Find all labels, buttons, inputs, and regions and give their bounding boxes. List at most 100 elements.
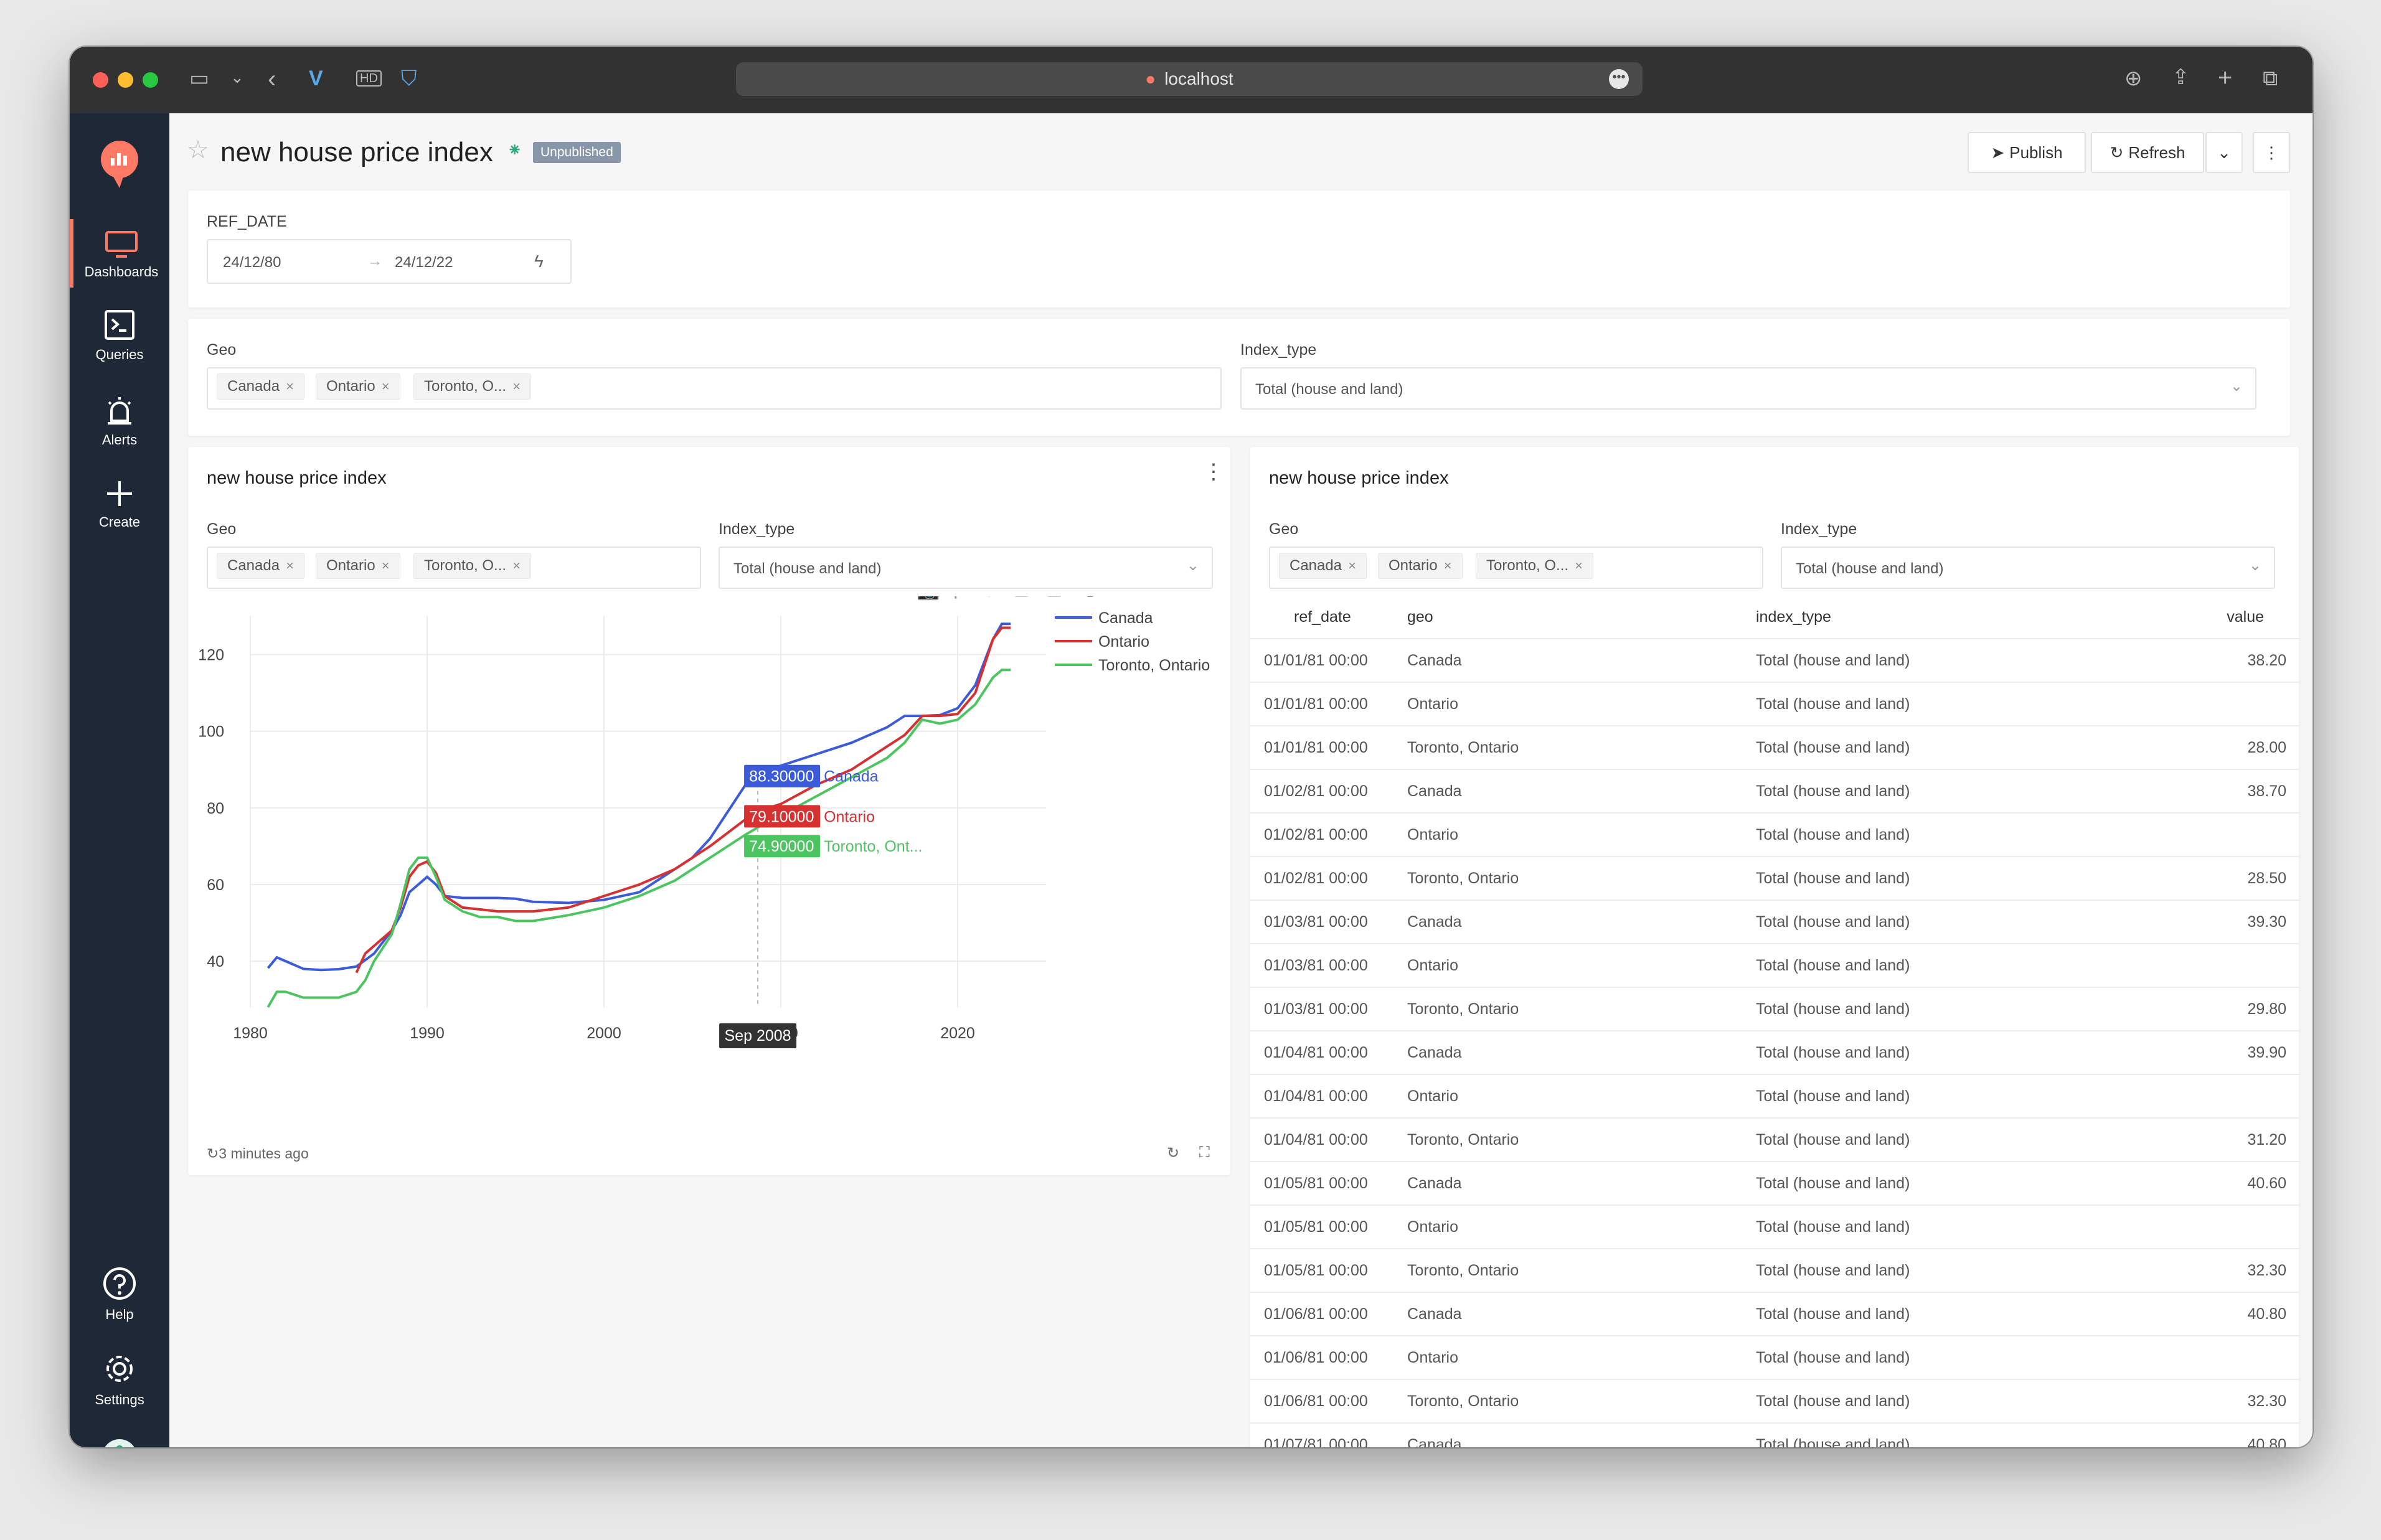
close-icon[interactable]: ×: [512, 558, 521, 573]
new-tab-icon[interactable]: +: [2218, 64, 2233, 92]
tabs-overview-icon[interactable]: ⧉: [2263, 67, 2278, 90]
cell-ref-date: 01/02/81 00:00: [1250, 769, 1393, 813]
widget-title: new house price index: [1269, 468, 1449, 488]
cell-ref-date: 01/01/81 00:00: [1250, 725, 1393, 769]
geo-tag[interactable]: Toronto, O... ×: [413, 553, 531, 579]
nav-queries[interactable]: Queries: [70, 309, 169, 363]
cell-ref-date: 01/05/81 00:00: [1250, 1161, 1393, 1205]
date-to[interactable]: 24/12/22: [395, 254, 453, 271]
chevron-down-icon[interactable]: ⌄: [230, 68, 244, 87]
geo-tag[interactable]: Canada ×: [217, 553, 304, 579]
download-icon[interactable]: ⊕: [2124, 67, 2143, 90]
cell-value: 32.30: [2174, 1379, 2299, 1423]
chart-toolbar-icon[interactable]: ⚲: [949, 596, 963, 601]
cell-ref-date: 01/02/81 00:00: [1250, 856, 1393, 900]
geo-multiselect[interactable]: Canada × Ontario × Toronto, O... ×: [207, 367, 1222, 410]
favorite-star-icon[interactable]: ☆: [187, 136, 209, 164]
x-tick-label: 2000: [587, 1025, 621, 1042]
zoom-window-button[interactable]: [143, 72, 158, 88]
cell-ref-date: 01/01/81 00:00: [1250, 682, 1393, 726]
close-icon[interactable]: ×: [1348, 558, 1356, 573]
nav-settings[interactable]: Settings: [70, 1352, 169, 1408]
close-icon[interactable]: ×: [286, 378, 294, 394]
publish-button[interactable]: ➤ Publish: [1968, 132, 2086, 173]
extension-icon[interactable]: V: [309, 67, 323, 90]
address-bar[interactable]: ● localhost •••: [736, 62, 1643, 96]
close-icon[interactable]: ×: [1443, 558, 1452, 573]
y-tick-label: 60: [207, 876, 224, 894]
widget-menu-icon[interactable]: ⋮: [1203, 460, 1224, 484]
cell-ref-date: 01/03/81 00:00: [1250, 899, 1393, 944]
cell-ref-date: 01/04/81 00:00: [1250, 1030, 1393, 1074]
geo-tag[interactable]: Canada ×: [1279, 553, 1367, 579]
more-icon[interactable]: •••: [1609, 69, 1629, 89]
date-from[interactable]: 24/12/80: [223, 254, 281, 271]
chart-toolbar-icon[interactable]: ⇢: [1143, 596, 1159, 601]
close-icon[interactable]: ×: [286, 558, 294, 573]
cell-value: 38.70: [2174, 769, 2299, 813]
close-icon[interactable]: ×: [381, 378, 390, 394]
nav-alerts[interactable]: Alerts: [70, 395, 169, 448]
column-header-value[interactable]: value: [2227, 608, 2264, 626]
nav-help[interactable]: Help: [70, 1267, 169, 1323]
refresh-button[interactable]: ↻ Refresh: [2091, 132, 2204, 173]
date-range-picker[interactable]: 24/12/80 → 24/12/22 ϟ: [207, 239, 572, 284]
chart-toolbar-icon[interactable]: ⤡: [1078, 596, 1093, 601]
geo-label: Geo: [207, 520, 237, 538]
lightning-icon[interactable]: ϟ: [534, 251, 544, 271]
refresh-options-button[interactable]: ⌄: [2205, 132, 2243, 173]
hover-value-box: [744, 805, 821, 828]
series-line-2: [266, 669, 1011, 1008]
close-icon[interactable]: ×: [512, 378, 521, 394]
cell-value: [2174, 682, 2299, 726]
table-row: 01/07/81 00:00 Canada Total (house and lan…: [1250, 1422, 2299, 1447]
minimize-window-button[interactable]: [118, 72, 133, 88]
close-window-button[interactable]: [93, 72, 108, 88]
avatar[interactable]: [102, 1439, 137, 1447]
cell-geo: Ontario: [1393, 682, 1742, 726]
geo-tag[interactable]: Ontario ×: [316, 373, 400, 400]
expand-icon[interactable]: ⛶: [1199, 1144, 1210, 1161]
geo-tag[interactable]: Canada ×: [217, 373, 304, 400]
chart-toolbar-icon[interactable]: ⌂: [1111, 596, 1123, 601]
chart-toolbar-icon[interactable]: ▬: [1176, 596, 1193, 601]
chart-toolbar-icon[interactable]: ✥: [981, 596, 997, 601]
more-options-button[interactable]: ⋮: [2253, 132, 2290, 173]
nav-dashboards[interactable]: Dashboards: [70, 219, 169, 288]
y-tick-label: 100: [198, 723, 224, 741]
site-icon: ●: [1145, 69, 1156, 88]
geo-tag[interactable]: Toronto, O... ×: [413, 373, 531, 400]
cell-value: 28.50: [2174, 856, 2299, 900]
chart-toolbar-icon[interactable]: 📷: [917, 596, 940, 601]
refresh-widget-icon[interactable]: ↻: [1167, 1145, 1180, 1162]
column-header-index-type[interactable]: index_type: [1756, 608, 1831, 626]
refresh-small-icon: ↻: [207, 1145, 219, 1162]
column-header-geo[interactable]: geo: [1407, 608, 1433, 626]
nav-create[interactable]: Create: [70, 479, 169, 530]
chart-toolbar-icon[interactable]: ☰: [1208, 596, 1225, 601]
sidebar-toggle-icon[interactable]: ▭: [189, 67, 210, 90]
geo-tag[interactable]: Ontario ×: [1378, 553, 1463, 579]
cell-value: 28.00: [2174, 725, 2299, 769]
geo-tag[interactable]: Ontario ×: [316, 553, 400, 579]
app-sidebar: Dashboards Queries Alerts Create Help Se…: [70, 113, 169, 1447]
index-type-select[interactable]: Total (house and land) ⌄: [1781, 547, 2275, 589]
close-icon[interactable]: ×: [381, 558, 390, 573]
geo-tag-label: Canada: [227, 378, 280, 395]
table-row: 01/02/81 00:00 Ontario Total (house and la…: [1250, 812, 2299, 857]
share-icon[interactable]: ⇪: [2172, 65, 2190, 89]
line-chart[interactable]: 19801990200020102020406080100120CanadaOn…: [188, 596, 1230, 1132]
chart-toolbar-icon[interactable]: ⊟: [1046, 596, 1062, 601]
index-type-select[interactable]: Total (house and land) ⌄: [719, 547, 1213, 589]
index-type-select[interactable]: Total (house and land) ⌄: [1240, 367, 2256, 410]
geo-multiselect[interactable]: Canada × Ontario × Toronto, O... ×: [1269, 547, 1763, 589]
geo-tag[interactable]: Toronto, O... ×: [1476, 553, 1593, 579]
shield-icon[interactable]: ⛉: [401, 67, 417, 90]
geo-multiselect[interactable]: Canada × Ontario × Toronto, O... ×: [207, 547, 701, 589]
ref-date-label: REF_DATE: [207, 213, 287, 230]
hd-icon[interactable]: HD: [356, 70, 382, 87]
column-header-ref-date[interactable]: ref_date: [1294, 608, 1351, 626]
chart-toolbar-icon[interactable]: ⊞: [1014, 596, 1029, 601]
back-icon[interactable]: ‹: [268, 65, 276, 93]
close-icon[interactable]: ×: [1575, 558, 1583, 573]
